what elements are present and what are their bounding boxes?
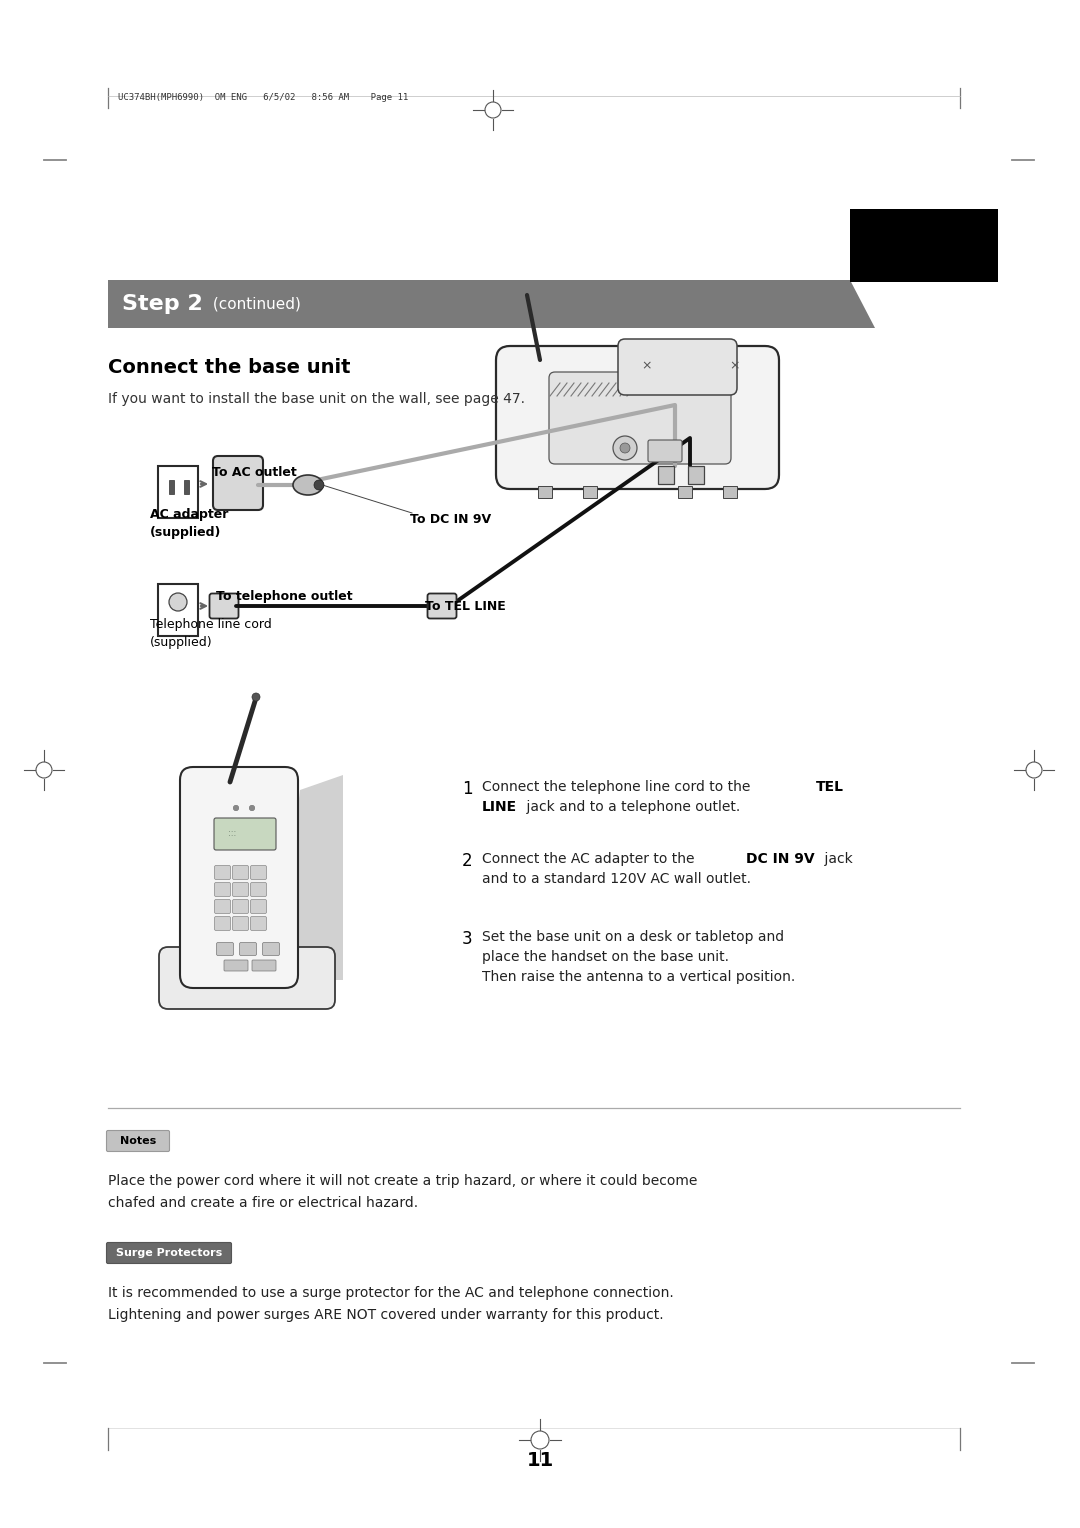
FancyBboxPatch shape xyxy=(251,917,267,931)
Text: To TEL LINE: To TEL LINE xyxy=(426,601,505,613)
Text: Telephone line cord
(supplied): Telephone line cord (supplied) xyxy=(150,617,272,649)
Bar xyxy=(850,209,998,283)
Bar xyxy=(678,486,692,498)
Circle shape xyxy=(233,805,239,811)
Bar xyxy=(158,466,198,518)
Text: Set the base unit on a desk or tabletop and: Set the base unit on a desk or tabletop … xyxy=(482,931,784,944)
FancyBboxPatch shape xyxy=(428,593,457,619)
FancyBboxPatch shape xyxy=(251,883,267,897)
Text: To AC outlet: To AC outlet xyxy=(212,466,297,478)
Text: (continued): (continued) xyxy=(208,296,301,312)
FancyBboxPatch shape xyxy=(549,371,731,465)
Circle shape xyxy=(249,805,255,811)
Ellipse shape xyxy=(314,480,324,490)
Text: Step 2: Step 2 xyxy=(122,293,203,313)
Circle shape xyxy=(168,593,187,611)
Text: AC adapter
(supplied): AC adapter (supplied) xyxy=(150,507,228,539)
Text: To telephone outlet: To telephone outlet xyxy=(216,590,353,604)
Text: jack and to a telephone outlet.: jack and to a telephone outlet. xyxy=(522,801,740,814)
FancyBboxPatch shape xyxy=(210,593,239,619)
Text: Lightening and power surges ARE NOT covered under warranty for this product.: Lightening and power surges ARE NOT cove… xyxy=(108,1308,663,1322)
Text: Notes: Notes xyxy=(120,1135,157,1146)
Bar xyxy=(184,480,189,494)
Text: LINE: LINE xyxy=(482,801,517,814)
Polygon shape xyxy=(278,775,343,979)
FancyBboxPatch shape xyxy=(252,960,276,970)
FancyBboxPatch shape xyxy=(232,883,248,897)
Text: Place the power cord where it will not create a trip hazard, or where it could b: Place the power cord where it will not c… xyxy=(108,1174,698,1187)
Text: 1: 1 xyxy=(462,779,473,798)
Circle shape xyxy=(249,805,255,811)
FancyBboxPatch shape xyxy=(240,943,257,955)
FancyBboxPatch shape xyxy=(648,440,681,461)
FancyBboxPatch shape xyxy=(213,455,264,510)
Circle shape xyxy=(620,443,630,452)
Text: ×: × xyxy=(642,359,652,373)
FancyBboxPatch shape xyxy=(214,817,276,850)
Circle shape xyxy=(233,805,239,811)
FancyBboxPatch shape xyxy=(180,767,298,989)
FancyBboxPatch shape xyxy=(159,947,335,1008)
Text: Connect the telephone line cord to the: Connect the telephone line cord to the xyxy=(482,779,755,795)
Text: To DC IN 9V: To DC IN 9V xyxy=(410,513,491,526)
FancyBboxPatch shape xyxy=(216,943,233,955)
Text: Then raise the antenna to a vertical position.: Then raise the antenna to a vertical pos… xyxy=(482,970,795,984)
Text: and to a standard 120V AC wall outlet.: and to a standard 120V AC wall outlet. xyxy=(482,872,751,886)
FancyBboxPatch shape xyxy=(232,917,248,931)
Text: Connect the base unit: Connect the base unit xyxy=(108,358,351,377)
Text: 2: 2 xyxy=(462,853,473,869)
Text: TEL: TEL xyxy=(816,779,843,795)
Text: jack: jack xyxy=(820,853,853,866)
Polygon shape xyxy=(108,280,875,329)
FancyBboxPatch shape xyxy=(232,900,248,914)
Circle shape xyxy=(252,694,260,701)
Circle shape xyxy=(613,435,637,460)
Text: It is recommended to use a surge protector for the AC and telephone connection.: It is recommended to use a surge protect… xyxy=(108,1287,674,1300)
Text: If you want to install the base unit on the wall, see page 47.: If you want to install the base unit on … xyxy=(108,393,525,406)
FancyBboxPatch shape xyxy=(224,960,248,970)
FancyBboxPatch shape xyxy=(496,345,779,489)
Text: Connect the AC adapter to the: Connect the AC adapter to the xyxy=(482,853,699,866)
Bar xyxy=(688,466,704,484)
Text: :::: ::: xyxy=(228,830,237,839)
FancyBboxPatch shape xyxy=(215,900,230,914)
Bar xyxy=(658,466,674,484)
FancyBboxPatch shape xyxy=(232,865,248,880)
FancyBboxPatch shape xyxy=(215,883,230,897)
Bar xyxy=(723,486,737,498)
Text: ×: × xyxy=(730,359,740,373)
FancyBboxPatch shape xyxy=(215,917,230,931)
FancyBboxPatch shape xyxy=(251,865,267,880)
Text: UC374BH(MPH6990)  OM ENG   6/5/02   8:56 AM    Page 11: UC374BH(MPH6990) OM ENG 6/5/02 8:56 AM P… xyxy=(118,93,408,101)
Text: DC IN 9V: DC IN 9V xyxy=(746,853,814,866)
Text: place the handset on the base unit.: place the handset on the base unit. xyxy=(482,950,729,964)
FancyBboxPatch shape xyxy=(262,943,280,955)
Bar xyxy=(158,584,198,636)
Bar xyxy=(168,480,174,494)
Text: 3: 3 xyxy=(462,931,473,947)
FancyBboxPatch shape xyxy=(107,1242,231,1264)
FancyBboxPatch shape xyxy=(618,339,737,396)
Text: 11: 11 xyxy=(526,1450,554,1470)
Bar xyxy=(583,486,597,498)
Bar xyxy=(538,486,552,498)
Ellipse shape xyxy=(293,475,323,495)
FancyBboxPatch shape xyxy=(215,865,230,880)
FancyBboxPatch shape xyxy=(251,900,267,914)
Text: Surge Protectors: Surge Protectors xyxy=(116,1248,222,1258)
Text: chafed and create a fire or electrical hazard.: chafed and create a fire or electrical h… xyxy=(108,1196,418,1210)
FancyBboxPatch shape xyxy=(107,1131,170,1152)
